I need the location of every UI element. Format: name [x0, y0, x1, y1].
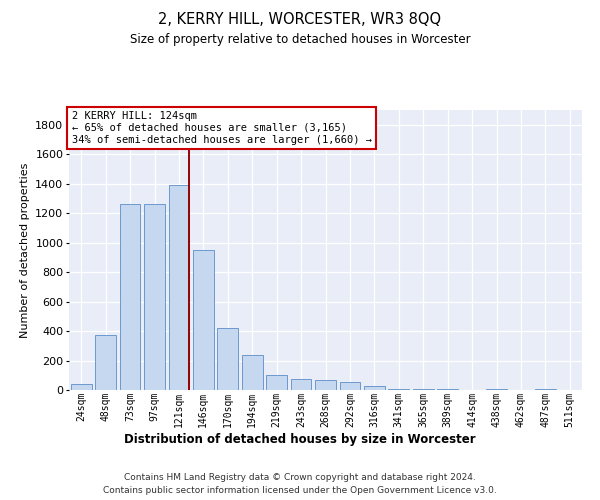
Bar — [413, 389, 434, 390]
Bar — [144, 204, 165, 390]
Bar — [290, 379, 311, 390]
Bar — [315, 380, 336, 390]
Y-axis label: Number of detached properties: Number of detached properties — [20, 162, 30, 338]
Text: 2, KERRY HILL, WORCESTER, WR3 8QQ: 2, KERRY HILL, WORCESTER, WR3 8QQ — [158, 12, 442, 28]
Bar — [193, 250, 214, 390]
Bar — [242, 354, 263, 390]
Bar — [119, 204, 140, 390]
Text: Contains public sector information licensed under the Open Government Licence v3: Contains public sector information licen… — [103, 486, 497, 495]
Bar — [169, 185, 190, 390]
Text: Size of property relative to detached houses in Worcester: Size of property relative to detached ho… — [130, 32, 470, 46]
Bar — [95, 334, 116, 390]
Bar — [388, 388, 409, 390]
Bar — [340, 382, 361, 390]
Bar — [217, 328, 238, 390]
Bar — [266, 374, 287, 390]
Bar — [71, 384, 92, 390]
Bar — [364, 386, 385, 390]
Text: 2 KERRY HILL: 124sqm
← 65% of detached houses are smaller (3,165)
34% of semi-de: 2 KERRY HILL: 124sqm ← 65% of detached h… — [71, 112, 371, 144]
Text: Distribution of detached houses by size in Worcester: Distribution of detached houses by size … — [124, 432, 476, 446]
Text: Contains HM Land Registry data © Crown copyright and database right 2024.: Contains HM Land Registry data © Crown c… — [124, 472, 476, 482]
